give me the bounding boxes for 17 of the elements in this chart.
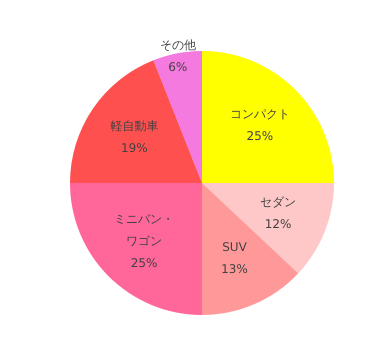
- slice-label: その他: [160, 38, 196, 52]
- data-label: 25%: [246, 129, 274, 144]
- data-label: 13%: [221, 262, 248, 276]
- data-label: 25%: [130, 256, 158, 270]
- data-label: 19%: [120, 141, 148, 155]
- slice-label: コンパクト: [230, 107, 290, 122]
- pie-slice: [202, 51, 334, 183]
- pie-slice: [202, 183, 298, 315]
- data-label: 12%: [264, 217, 292, 232]
- slice-label: 軽自動車: [110, 119, 158, 133]
- data-label: 6%: [168, 60, 188, 74]
- pie-slice: [202, 183, 334, 274]
- slice-label: SUV: [222, 240, 248, 254]
- pie-slice: [70, 183, 202, 315]
- slice-label: セダン: [260, 195, 296, 210]
- pie-slice: [70, 60, 202, 183]
- slice-label: ミニバン・ワゴン: [114, 212, 174, 248]
